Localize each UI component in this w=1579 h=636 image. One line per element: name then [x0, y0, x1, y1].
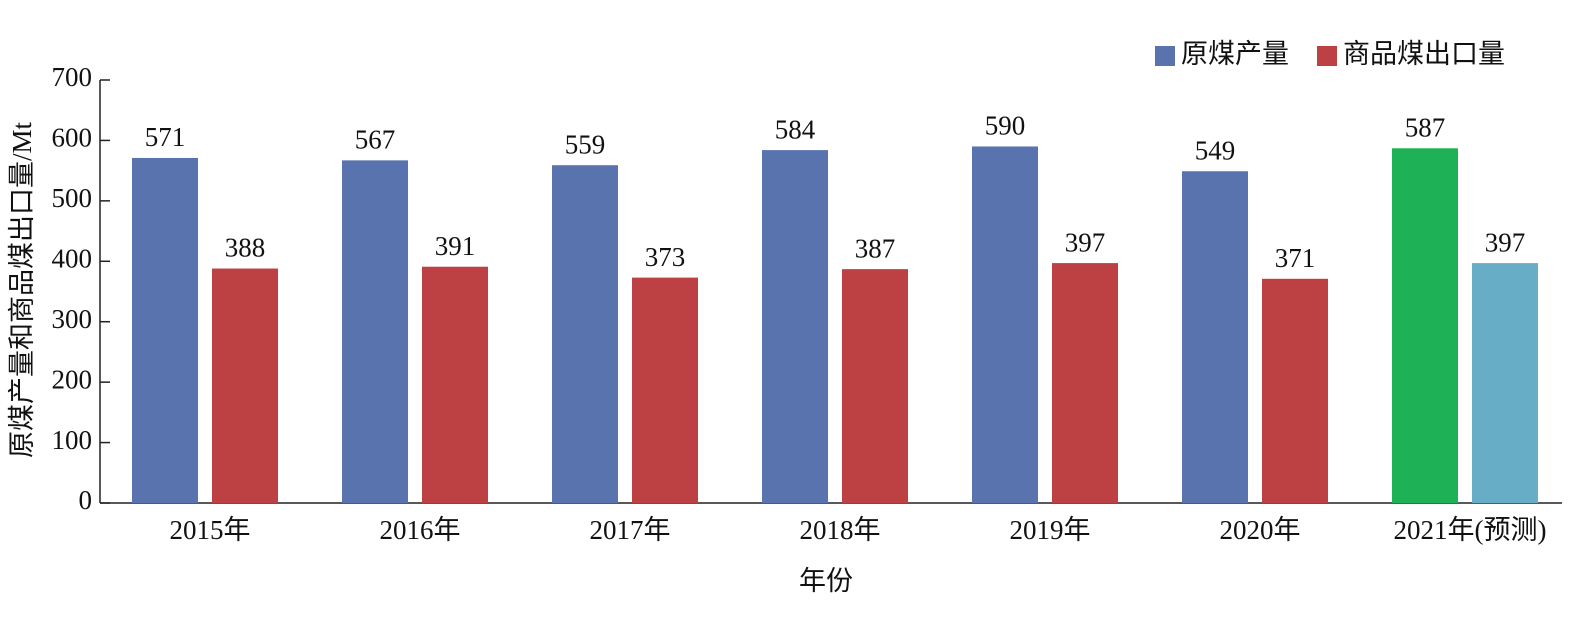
- y-tick-label: 600: [52, 123, 93, 153]
- bar: [212, 268, 278, 503]
- bar: [342, 160, 408, 503]
- y-tick-label: 300: [52, 304, 93, 334]
- value-label: 397: [1065, 227, 1106, 257]
- bar: [1052, 263, 1118, 503]
- y-tick-label: 0: [79, 485, 93, 515]
- x-tick-label: 2018年: [800, 515, 881, 545]
- y-tick-label: 700: [52, 62, 93, 92]
- value-label: 387: [855, 233, 896, 263]
- value-label: 559: [565, 129, 606, 159]
- value-label: 584: [775, 114, 816, 144]
- x-tick-label: 2016年: [380, 515, 461, 545]
- bar: [1182, 171, 1248, 504]
- bar: [132, 157, 198, 503]
- value-label: 397: [1485, 227, 1526, 257]
- legend-label: 原煤产量: [1181, 39, 1289, 69]
- x-tick-label: 2020年: [1220, 515, 1301, 545]
- bar: [632, 277, 698, 503]
- value-label: 388: [225, 233, 266, 263]
- x-axis-title: 年份: [799, 566, 853, 596]
- value-label: 549: [1195, 135, 1236, 165]
- value-label: 371: [1275, 243, 1316, 273]
- x-tick-label: 2017年: [590, 515, 671, 545]
- bar: [552, 165, 618, 503]
- y-tick-label: 200: [52, 364, 93, 394]
- bar: [422, 266, 488, 503]
- x-tick-label: 2015年: [170, 515, 251, 545]
- y-tick-label: 400: [52, 243, 93, 273]
- bar: [1262, 278, 1328, 503]
- value-label: 391: [435, 231, 476, 261]
- value-label: 571: [145, 122, 186, 152]
- y-axis-title: 原煤产量和商品煤出口量/Mt: [7, 121, 37, 458]
- bar: [1472, 263, 1538, 503]
- legend-label: 商品煤出口量: [1343, 39, 1505, 69]
- bar: [972, 146, 1038, 503]
- y-tick-label: 500: [52, 183, 93, 213]
- bar: [1392, 148, 1458, 503]
- y-tick-label: 100: [52, 425, 93, 455]
- legend-swatch: [1155, 46, 1175, 66]
- bar: [762, 150, 828, 503]
- value-label: 567: [355, 125, 396, 155]
- value-label: 590: [985, 111, 1026, 141]
- x-tick-label: 2021年(预测): [1394, 515, 1547, 545]
- value-label: 587: [1405, 112, 1446, 142]
- legend-swatch: [1317, 46, 1337, 66]
- value-label: 373: [645, 242, 686, 272]
- x-tick-label: 2019年: [1010, 515, 1091, 545]
- bar: [842, 269, 908, 503]
